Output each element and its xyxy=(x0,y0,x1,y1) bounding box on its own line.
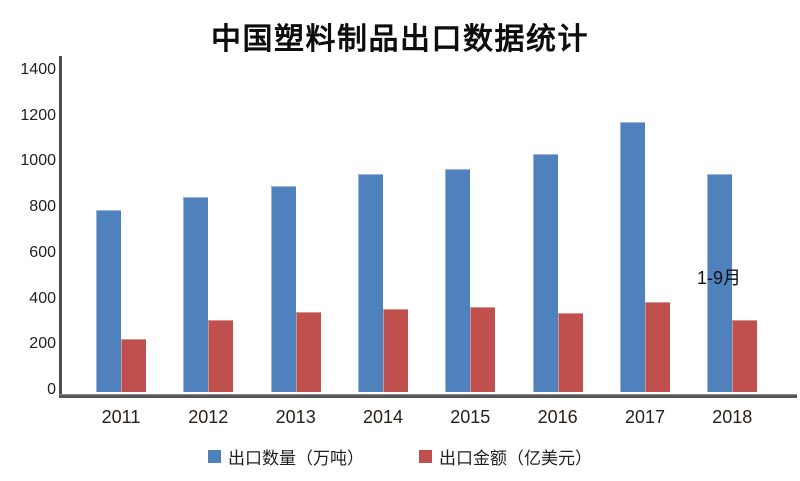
y-tick-label-600: 600 xyxy=(29,243,56,261)
bar-quantity-2014 xyxy=(357,173,383,392)
y-tick-label-400: 400 xyxy=(29,289,56,307)
x-tick-label-2013: 2013 xyxy=(275,407,316,427)
legend-label-export-value: 出口金额（亿美元） xyxy=(439,449,592,468)
x-tick-label-2011: 2011 xyxy=(101,407,141,427)
legend: 出口数量（万吨） 出口金额（亿美元） xyxy=(0,444,800,469)
x-tick-label-2017: 2017 xyxy=(624,407,666,427)
bar-quantity-2015 xyxy=(445,169,471,392)
bar-quantity-2016 xyxy=(532,154,558,392)
y-tick-label-1000: 1000 xyxy=(20,152,56,170)
bar-value-2011 xyxy=(121,339,146,392)
legend-swatch-blue-icon xyxy=(208,450,221,463)
bar-value-2016 xyxy=(557,313,583,392)
chart-title: 中国塑料制品出口数据统计 xyxy=(211,23,589,56)
y-tick-label-800: 800 xyxy=(29,198,56,216)
bar-value-2013 xyxy=(295,312,321,392)
x-tick-label-2018: 2018 xyxy=(712,407,753,427)
bar-quantity-2011 xyxy=(96,210,121,392)
legend-item-export-value: 出口金额（亿美元） xyxy=(419,444,592,469)
x-tick-label-2016: 2016 xyxy=(537,407,578,427)
annotation-1-9月: 1-9月 xyxy=(697,268,742,288)
plot-area xyxy=(61,72,761,392)
y-tick-label-1400: 1400 xyxy=(20,61,56,78)
x-tick-label-2014: 2014 xyxy=(362,407,404,427)
x-tick-label-2015: 2015 xyxy=(450,407,491,427)
legend-label-export-quantity: 出口数量（万吨） xyxy=(228,449,364,468)
bar-value-2014 xyxy=(382,308,408,392)
legend-swatch-red-icon xyxy=(419,450,432,463)
y-tick-label-200: 200 xyxy=(29,335,56,353)
x-axis-line xyxy=(59,394,797,398)
y-tick-label-1200: 1200 xyxy=(20,106,56,124)
bar-quantity-2018 xyxy=(707,173,733,392)
bar-value-2018 xyxy=(732,320,758,392)
bar-quantity-2013 xyxy=(270,186,296,392)
x-tick-label-2012: 2012 xyxy=(188,407,229,427)
bar-value-2017 xyxy=(644,301,670,392)
bar-value-2015 xyxy=(470,307,496,392)
legend-item-export-quantity: 出口数量（万吨） xyxy=(208,444,364,469)
y-tick-label-0: 0 xyxy=(47,381,56,398)
bar-quantity-2017 xyxy=(619,122,645,392)
bar-value-2012 xyxy=(208,320,234,392)
bar-quantity-2012 xyxy=(183,196,209,392)
y-axis-line xyxy=(59,56,62,398)
